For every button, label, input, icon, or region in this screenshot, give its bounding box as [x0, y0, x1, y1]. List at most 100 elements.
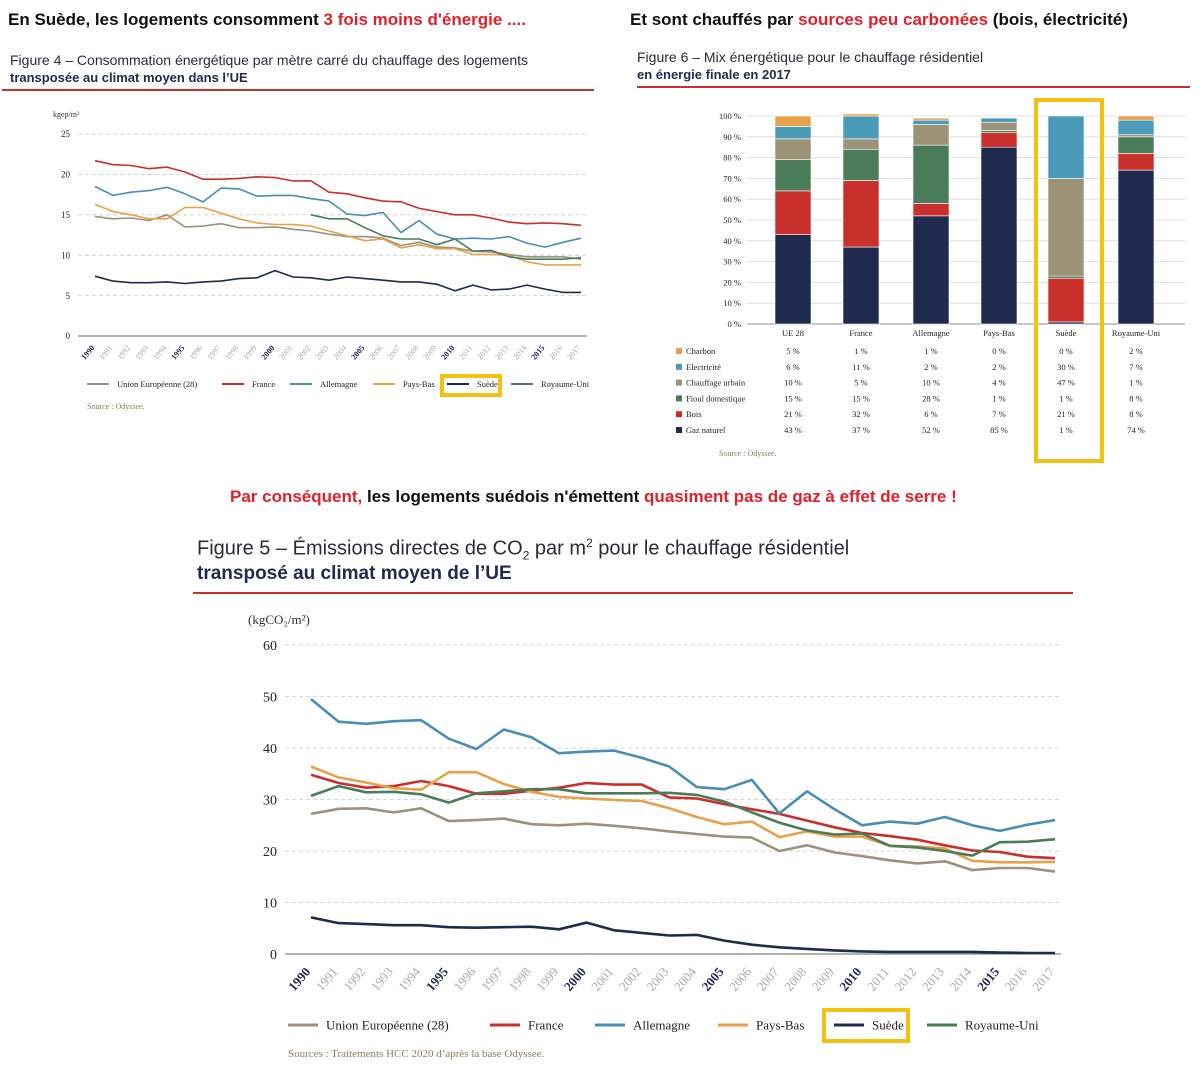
fig5-y-tick-label: 40 [263, 742, 277, 757]
fig6-table-cell: 1 % [1129, 378, 1142, 388]
fig4-x-tick-label: 1998 [223, 344, 240, 362]
fig6-table-cell: 2 % [1129, 346, 1142, 356]
fig6-table-cell: 11 % [852, 362, 869, 372]
fig6-table-swatch [676, 427, 682, 433]
fig4-x-tick-label: 1993 [133, 344, 150, 362]
fig4-y-axis-label: kgep/m² [53, 110, 80, 119]
fig4-title: Figure 4 – Consommation énergétique par … [10, 52, 529, 68]
fig6-bar-segment [912, 124, 950, 146]
fig6-table-cell: 1 % [924, 346, 937, 356]
fig6-bar-segment [1117, 119, 1155, 136]
fig5-legend-label-ru: Royaume-Uni [965, 1018, 1039, 1033]
fig5-x-tick-label: 1995 [423, 964, 452, 994]
fig6-table-cell: 30 % [1057, 362, 1075, 372]
fig6-bar-segment [842, 180, 880, 248]
fig6-bar-segment [1117, 169, 1155, 325]
headline-top-right: Et sont chauffés par sources peu carboné… [630, 10, 1128, 30]
fig4-x-tick-label: 1995 [169, 344, 186, 362]
fig6-source: Source : Odyssee. [719, 449, 777, 458]
fig6-y-tick-label: 20 % [723, 277, 741, 287]
fig5-x-tick-label: 2009 [809, 964, 837, 994]
fig4-y-tick-label: 15 [61, 210, 71, 220]
fig5-x-tick-label: 2006 [726, 964, 755, 994]
fig5-suede-legend-highlight [822, 1008, 910, 1043]
fig6-table-row-label: Charbon [686, 346, 716, 356]
fig6-table-cell: 5 % [854, 378, 867, 388]
fig6-bar-segment [842, 246, 880, 325]
fig4-subtitle: transposée au climat moyen dans l’UE [10, 70, 248, 85]
fig6-table-swatch [676, 379, 682, 386]
fig5-x-tick-label: 2014 [946, 964, 975, 994]
fig5-x-tick-label: 1990 [285, 964, 313, 994]
fig5-x-tick-label: 1997 [478, 964, 507, 994]
fig6-y-tick-label: 90 % [723, 132, 741, 142]
fig5-x-tick-label: 2010 [836, 964, 864, 994]
fig5-y-tick-label: 50 [263, 690, 277, 705]
fig6-bar-segment [842, 148, 880, 181]
fig5-series-suede-line [310, 916, 1055, 955]
fig5-series-france-line [310, 773, 1056, 860]
fig5-x-tick-label: 2012 [891, 964, 919, 994]
fig4-series-ru-line [310, 214, 582, 260]
fig5-legend-label-ue: Union Européenne (28) [326, 1018, 449, 1033]
fig5-title-sub: 2 [522, 548, 530, 563]
fig5-x-tick-label: 2017 [1029, 964, 1058, 994]
fig6-bar-segment [842, 113, 880, 117]
fig6-bar-segment [980, 121, 1018, 131]
fig4-x-tick-label: 2014 [511, 344, 528, 362]
fig6-bar-segment [912, 144, 950, 204]
fig5-series-allemagne-line [310, 698, 1056, 833]
fig4-x-tick-label: 1990 [79, 344, 96, 362]
fig4-x-tick-label: 2008 [403, 344, 420, 362]
fig6-table-row-label: Electricité [686, 362, 721, 372]
fig6-table-cell: 52 % [922, 425, 940, 435]
fig4-y-tick-label: 20 [61, 170, 71, 180]
fig6-y-tick-label: 40 % [723, 236, 741, 246]
fig6-table-cell: 21 % [784, 409, 802, 419]
headline-top-right-part-c: (bois, électricité) [988, 10, 1128, 29]
fig6-table-cell: 15 % [852, 393, 870, 403]
fig6-table-cell: 43 % [784, 425, 802, 435]
fig6-suede-column-highlight [1034, 98, 1104, 463]
fig4-x-tick-label: 2011 [458, 344, 475, 362]
fig6-bar-segment [912, 203, 950, 217]
fig5-subtitle: transposé au climat moyen de l’UE [197, 563, 512, 584]
fig6-bar-segment [980, 132, 1018, 148]
fig4-x-tick-label: 1994 [151, 344, 168, 362]
fig4-x-tick-label: 1996 [187, 344, 204, 362]
fig4-legend-label-ru: Royaume-Uni [541, 379, 590, 389]
fig4-x-tick-label: 2017 [565, 344, 582, 362]
fig4-series-allemagne-line [94, 185, 582, 248]
fig4-y-tick-label: 5 [66, 291, 71, 301]
fig5-title-end: pour le chauffage résidentiel [592, 537, 850, 560]
fig6-bar-segment [912, 119, 950, 125]
fig6-table-cell: 21 % [1057, 409, 1075, 419]
fig4-y-tick-label: 10 [61, 250, 71, 260]
fig6-table-cell: 2 % [924, 362, 937, 372]
fig6-bar-segment [774, 126, 812, 140]
fig6-table-cell: 10 % [784, 378, 802, 388]
fig6-bar-segment [774, 190, 812, 235]
fig4-x-tick-label: 2004 [331, 344, 348, 362]
fig6-bar-segment [980, 130, 1018, 133]
fig6-stacked-bar-chart: 0 % 10 % 20 % 30 % 40 % 50 % 60 % 70 % 80 % 90 % 1… [676, 111, 1185, 435]
fig4-legend-label-ue: Union Européenne (28) [117, 379, 197, 389]
fig4-y-tick-label: 0 [66, 331, 71, 341]
fig6-category-label: Royaume-Uni [1112, 328, 1161, 338]
fig5-y-tick-label: 10 [263, 896, 277, 911]
fig4-x-tick-label: 2007 [385, 344, 402, 362]
fig6-table-cell: 74 % [1127, 425, 1145, 435]
fig5-y-tick-label: 60 [263, 639, 277, 654]
fig6-table-cell: 7 % [992, 409, 1005, 419]
headline-top-left: En Suède, les logements consomment 3 foi… [8, 10, 526, 30]
fig6-category-label: UE 28 [782, 328, 804, 338]
fig4-x-tick-label: 1992 [115, 344, 132, 362]
fig4-x-tick-label: 2006 [367, 344, 384, 362]
fig6-table-cell: 6 % [924, 409, 937, 419]
fig6-table-cell: 10 % [922, 378, 940, 388]
fig6-table-swatch [676, 411, 682, 418]
fig6-bar-segment [842, 138, 880, 150]
fig6-table-cell: 85 % [990, 425, 1008, 435]
fig6-title-rule [637, 86, 1190, 88]
fig5-title-main: Figure 5 – Émissions directes de CO [197, 537, 523, 560]
